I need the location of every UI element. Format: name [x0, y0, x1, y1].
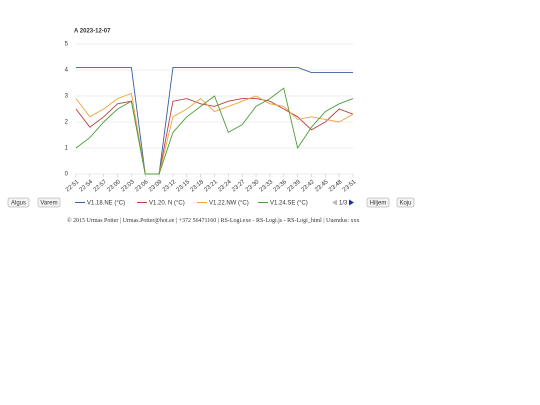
x-tick-label: 23:33	[259, 179, 275, 194]
button-label[interactable]: Hiljem	[370, 200, 387, 206]
y-tick-label: 0	[65, 172, 69, 178]
x-tick-label: 23:06	[134, 179, 150, 194]
button-frame[interactable]	[396, 197, 415, 208]
x-tick-label: 23:39	[287, 179, 303, 194]
y-tick-label: 1	[65, 146, 69, 152]
series-line	[75, 98, 354, 175]
footer: © 2015 Urmas Potter | Urmas.Potter@hot.e…	[67, 217, 360, 224]
button-label[interactable]: Varem	[40, 200, 57, 206]
x-tick-label: 23:51	[342, 179, 358, 194]
button-label[interactable]: Algus	[11, 200, 26, 206]
legend-label: V1.24.SE (°C)	[270, 200, 308, 206]
x-tick-label: 23:15	[176, 179, 192, 194]
series-line	[76, 66, 353, 175]
legend-label: V1.20. N (°C)	[149, 200, 185, 206]
x-tick-label: 23:00	[106, 179, 122, 194]
x-tick-label: 23:30	[245, 179, 261, 194]
x-tick-label: 23:03	[120, 179, 136, 194]
page-indicator: 1/3	[339, 200, 348, 206]
x-tick-label: 23:48	[328, 179, 344, 194]
home-button[interactable]: Koju	[396, 197, 415, 208]
x-tick-label: 23:27	[231, 179, 247, 194]
button-frame[interactable]	[366, 197, 390, 208]
later-button[interactable]: Hiljem	[366, 197, 390, 208]
series-line	[75, 92, 354, 175]
legend-label: V1.22.NW (°C)	[209, 200, 249, 206]
x-tick-label: 23:18	[190, 179, 206, 194]
prev-page-arrow[interactable]	[332, 199, 337, 206]
x-tick-label: 23:42	[300, 179, 316, 194]
x-tick-label: 23:45	[314, 179, 330, 194]
y-tick-label: 4	[65, 68, 69, 74]
x-tick-label: 22:51	[65, 179, 81, 194]
x-tick-label: 23:21	[203, 179, 219, 194]
x-tick-label: 23:12	[162, 179, 178, 194]
x-tick-label: 22:57	[93, 179, 109, 194]
chart-title: A 2023-12-07	[74, 29, 111, 35]
x-tick-label: 23:09	[148, 179, 164, 194]
series-line	[75, 87, 354, 175]
y-tick-label: 5	[65, 42, 69, 48]
first-button[interactable]: Algus	[7, 197, 30, 208]
x-tick-label: 22:54	[79, 179, 95, 194]
button-frame[interactable]	[37, 197, 61, 208]
y-tick-label: 3	[65, 94, 69, 100]
x-tick-label: 23:24	[217, 179, 233, 194]
button-frame[interactable]	[7, 197, 30, 208]
button-label[interactable]: Koju	[399, 200, 411, 206]
y-tick-label: 2	[65, 120, 69, 126]
earlier-button[interactable]: Varem	[37, 197, 61, 208]
next-page-arrow[interactable]	[349, 199, 354, 206]
legend-label: V1.18.NE (°C)	[87, 200, 125, 206]
x-tick-label: 23:36	[273, 179, 289, 194]
